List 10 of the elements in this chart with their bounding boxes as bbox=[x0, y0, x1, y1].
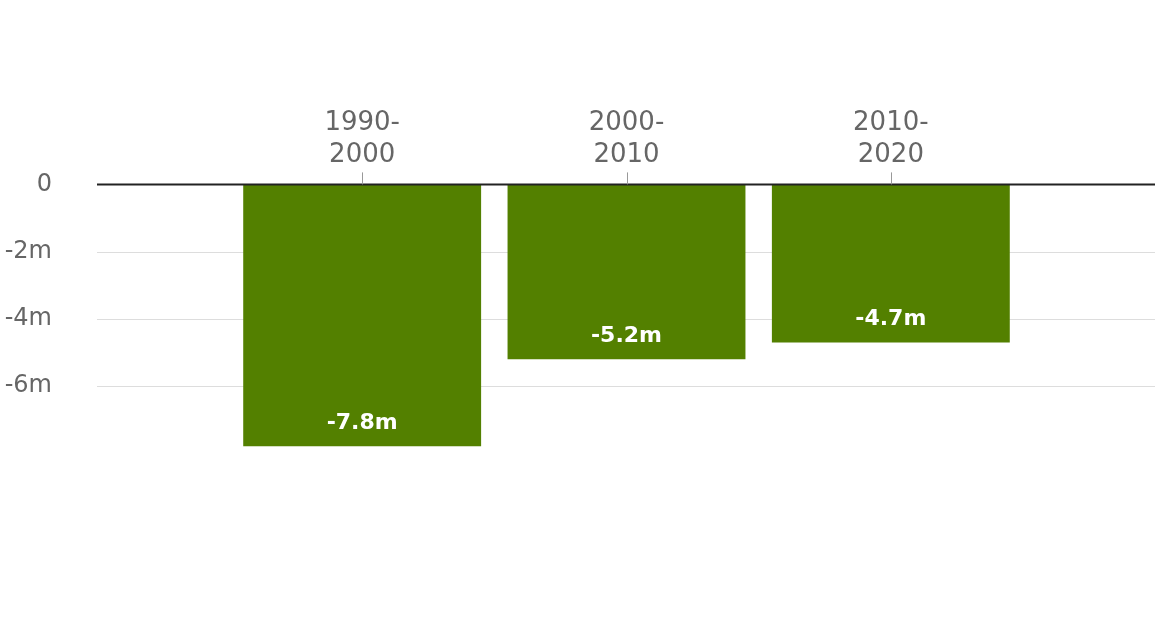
data-label: -5.2m bbox=[590, 321, 663, 347]
y-tick-label: 0 bbox=[36, 168, 52, 197]
x-tick-label: 1990-2000 bbox=[324, 106, 400, 168]
y-tick-label: -6m bbox=[4, 370, 52, 399]
y-tick-label: -4m bbox=[4, 303, 52, 332]
data-label: -4.7m bbox=[855, 305, 927, 331]
x-tick-label: 2000-2010 bbox=[588, 106, 665, 168]
y-tick-label: -2m bbox=[4, 235, 52, 264]
data-label: -7.8m bbox=[326, 409, 398, 435]
x-tick-label: 2010-2020 bbox=[853, 106, 929, 168]
